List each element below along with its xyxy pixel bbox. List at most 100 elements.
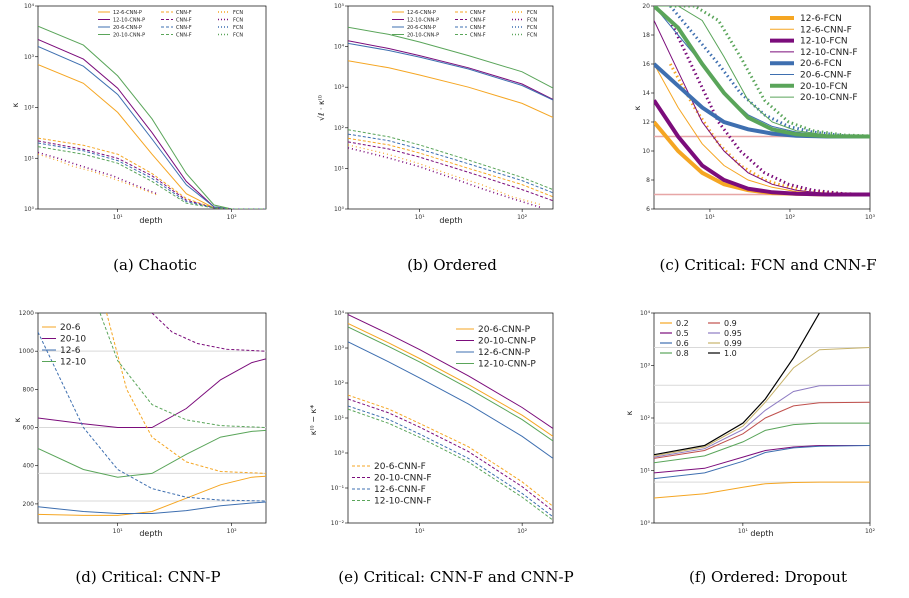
y-tick-label: 10⁰ [334, 450, 345, 457]
y-tick-label: 600 [23, 425, 35, 432]
y-tick-label: 10¹ [24, 155, 35, 162]
legend [392, 11, 524, 36]
legend-label: 20-6-CNN-P [407, 25, 436, 31]
y-tick-label: 10⁻¹ [331, 485, 345, 492]
series-line [654, 445, 870, 480]
legend-label: 20-10-CNN-P [113, 32, 145, 38]
legend-label: 12-6-CNN-P [113, 10, 142, 16]
legend-label: 0.8 [676, 349, 689, 358]
series-line [38, 501, 266, 514]
x-axis-label: depth [750, 529, 773, 538]
legend-label: 20-6-CNN-F [800, 71, 852, 81]
y-tick-label: 1000 [19, 348, 34, 355]
y-axis-label: √ℓ · κ⁽ˡ⁾ [317, 95, 326, 121]
y-tick-label: 10³ [334, 345, 345, 352]
legend-label: CNN-F [176, 32, 192, 38]
legend [98, 11, 230, 36]
series-line [654, 20, 870, 195]
y-tick-label: 12 [642, 119, 650, 126]
y-tick-label: 1200 [19, 310, 34, 317]
x-tick-label: 10¹ [705, 214, 716, 221]
series-line [348, 405, 553, 518]
x-tick-label: 10¹ [415, 528, 426, 535]
panel-c [651, 5, 871, 212]
y-tick-label: 10² [334, 125, 345, 132]
series-line [670, 6, 870, 138]
series-line [348, 398, 553, 512]
legend [42, 326, 56, 362]
y-tick-label: 10⁵ [334, 3, 345, 10]
y-tick-label: 10³ [640, 363, 651, 370]
legend [770, 16, 794, 98]
y-tick-label: 10¹ [640, 468, 651, 475]
legend-label: 12-6-CNN-F [800, 25, 852, 35]
y-tick-label: 8 [646, 177, 650, 184]
panel-f [651, 312, 871, 526]
panel-e [345, 312, 554, 526]
legend-label: 12-10-CNN-P [113, 17, 145, 23]
series-line [38, 331, 266, 502]
series-line [654, 99, 870, 197]
legend-label: 0.9 [724, 319, 737, 328]
series-line [151, 313, 266, 352]
legend-label: 12-6-CNN-F [374, 485, 426, 495]
legend-label: FCN [527, 32, 537, 38]
legend-label: 20-6-CNN-P [478, 325, 531, 335]
series-line [348, 394, 553, 507]
legend-label: 20-6-CNN-P [113, 25, 142, 31]
y-tick-label: 20 [642, 3, 650, 10]
legend-label: FCN [527, 17, 537, 23]
axes-frame [347, 5, 554, 210]
legend-label: 20-10-FCN [800, 82, 848, 92]
x-axis-label: depth [139, 529, 162, 538]
y-tick-label: 10² [334, 380, 345, 387]
series-line [348, 129, 553, 191]
legend-label: 12-10-CNN-F [800, 48, 858, 58]
panel-caption: (d) Critical: CNN-P [75, 568, 220, 586]
y-axis-label: κ [13, 417, 22, 422]
x-tick-label: 10¹ [415, 214, 426, 221]
legend-label: FCN [527, 10, 537, 16]
y-axis-label: κ⁽ˡ⁾ − κ* [309, 405, 318, 435]
legend-label: 20-6 [60, 323, 81, 333]
y-tick-label: 800 [23, 386, 35, 393]
x-tick-label: 10¹ [113, 214, 124, 221]
legend-label: CNN-F [176, 25, 192, 31]
series-line [38, 38, 266, 209]
legend-label: 1.0 [724, 349, 737, 358]
series-line [348, 147, 541, 209]
series-line [38, 142, 266, 209]
legend-label: 0.5 [676, 329, 689, 338]
panel-caption: (a) Chaotic [113, 256, 197, 274]
legend-label: FCN [233, 10, 243, 16]
series-line [38, 45, 266, 209]
y-tick-label: 10⁰ [334, 206, 345, 213]
y-tick-label: 10² [24, 105, 35, 112]
series-line [668, 19, 870, 196]
legend-label: CNN-F [470, 10, 486, 16]
series-line [348, 326, 553, 442]
series-line [348, 42, 553, 101]
series-line [348, 408, 553, 521]
series-line [348, 314, 553, 429]
legend-label: 12-10 [60, 358, 86, 368]
y-tick-label: 10¹ [334, 165, 345, 172]
legend-label: CNN-F [470, 25, 486, 31]
series-line [348, 26, 553, 89]
series-line [38, 151, 157, 195]
y-axis-label: κ [625, 410, 634, 415]
legend-label: 20-10-CNN-F [374, 474, 432, 484]
y-tick-label: 10 [642, 148, 650, 155]
x-tick-label: 10¹ [113, 528, 124, 535]
series-line [38, 140, 266, 209]
legend [660, 322, 720, 354]
legend-label: CNN-F [176, 10, 192, 16]
legend-label: 0.99 [724, 339, 742, 348]
axes-frame [653, 5, 871, 210]
y-axis-label: κ [633, 105, 642, 110]
x-tick-label: 10² [517, 528, 528, 535]
series-line [38, 146, 266, 209]
panel-caption: (b) Ordered [407, 256, 497, 274]
y-tick-label: 10⁻² [331, 520, 345, 527]
series-line [669, 6, 870, 138]
